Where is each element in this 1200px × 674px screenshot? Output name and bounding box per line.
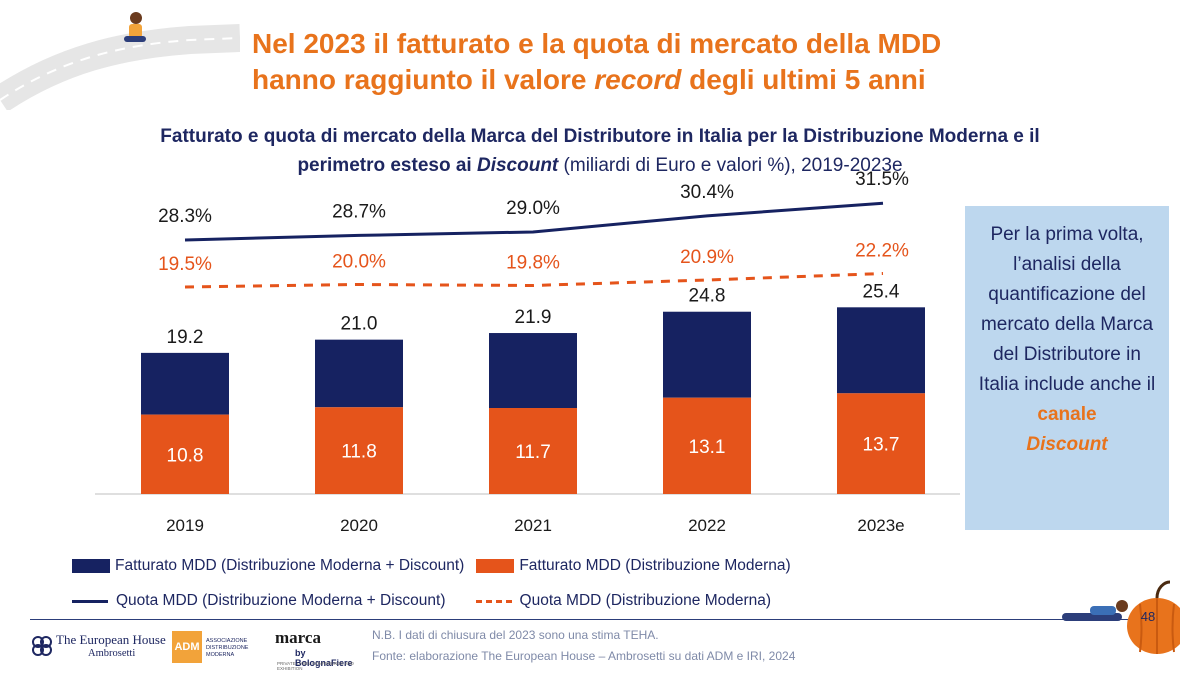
legend-row-1: Fatturato MDD (Distribuzione Moderna + D… (72, 557, 791, 575)
tick-label-2019: 2019 (166, 516, 204, 535)
line-quota-total (184, 201, 884, 242)
label-quota-dm-2021: 19.8% (506, 253, 560, 274)
label-dm-2023e: 13.7 (863, 435, 900, 456)
adm-text: ASSOCIAZIONE DISTRIBUZIONE MODERNA (206, 638, 249, 658)
logo-european-house: The European House Ambrosetti (30, 628, 170, 664)
subtitle-line1: Fatturato e quota di mercato della Marca… (160, 126, 1040, 147)
logo-adm: ADM ASSOCIAZIONE DISTRIBUZIONE MODERNA (172, 631, 268, 663)
footer-divider (30, 619, 1130, 620)
marca-by: by BolognaFiere (295, 648, 353, 668)
teh-line2: Ambrosetti (88, 648, 136, 659)
person-lying-pumpkin-icon (1062, 580, 1180, 654)
bar-total-2020 (315, 339, 403, 408)
logo-marca: marca by BolognaFiere PRIVATE LABEL CONF… (275, 628, 365, 671)
tick-label-2021: 2021 (514, 516, 552, 535)
marca-wordmark: marca (275, 628, 321, 647)
bar-dm-2023e (837, 393, 925, 494)
source-note: Fonte: elaborazione The European House –… (372, 649, 796, 663)
bar-total-2023e (837, 307, 925, 394)
adm-mark: ADM (172, 631, 202, 663)
legend-label-total-bar: Fatturato MDD (Distribuzione Moderna + D… (115, 557, 465, 574)
subtitle-line2-a: perimetro esteso ai (297, 155, 477, 176)
legend-label-total-line: Quota MDD (Distribuzione Moderna + Disco… (116, 592, 446, 609)
tick-label-2022: 2022 (688, 516, 726, 535)
label-quota-total-2020: 28.7% (332, 201, 386, 222)
title-line1: Nel 2023 il fatturato e la quota di merc… (252, 28, 942, 59)
label-quota-total-2019: 28.3% (158, 206, 212, 227)
label-total-2022: 24.8 (689, 286, 726, 307)
chart-canvas: 19.2 10.8 2019 21.0 11.8 2020 21.9 11.7 2021 24.8… (95, 169, 960, 535)
chart-subtitle: Fatturato e quota di mercato della Marca… (60, 122, 1140, 180)
bar-dm-2021 (489, 408, 577, 494)
page-title: Nel 2023 il fatturato e la quota di merc… (252, 26, 1072, 98)
callout-text: Per la prima volta, l’analisi della quan… (978, 224, 1156, 395)
label-quota-dm-2019: 19.5% (158, 254, 212, 275)
tick-label-2023e: 2023e (857, 516, 904, 535)
page-number: 48 (1140, 609, 1156, 624)
label-quota-total-2023e: 31.5% (855, 169, 909, 190)
bar-dm-2020 (315, 407, 403, 494)
label-quota-total-2022: 30.4% (680, 182, 734, 203)
label-dm-2020: 11.8 (341, 442, 377, 463)
label-dm-2021: 11.7 (515, 442, 551, 463)
callout-highlight: canale (1037, 404, 1097, 425)
label-total-2023e: 25.4 (863, 281, 900, 302)
teh-mark-icon (32, 636, 52, 656)
person-sitting-icon (124, 12, 146, 42)
label-quota-total-2021: 29.0% (506, 198, 560, 219)
label-quota-dm-2022: 20.9% (680, 247, 734, 268)
callout-box: Per la prima volta, l’analisi della quan… (965, 206, 1169, 530)
label-dm-2022: 13.1 (689, 437, 726, 458)
legend-label-dm-line: Quota MDD (Distribuzione Moderna) (519, 592, 772, 609)
legend-swatch-total-bar (72, 559, 110, 573)
label-quota-dm-2020: 20.0% (332, 252, 386, 273)
label-total-2020: 21.0 (341, 314, 378, 335)
label-total-2019: 19.2 (167, 327, 204, 348)
title-line2-a: hanno raggiunto il valore (252, 64, 595, 95)
bar-total-2021 (489, 333, 577, 409)
marca-tag: PRIVATE LABEL CONFERENCE AND EXHIBITION (277, 661, 354, 671)
footnote: N.B. I dati di chiusura del 2023 sono un… (372, 628, 659, 642)
callout-highlight-italic: Discount (1026, 434, 1108, 455)
legend-row-2: Quota MDD (Distribuzione Moderna + Disco… (72, 592, 771, 610)
label-quota-dm-2023e: 22.2% (855, 241, 909, 262)
title-line2-c: degli ultimi 5 anni (681, 64, 926, 95)
legend-swatch-total-line (72, 599, 108, 603)
bar-dm-2019 (141, 414, 229, 494)
teh-line1: The European House (56, 632, 166, 647)
road-decoration (0, 24, 240, 110)
bar-total-2019 (141, 352, 229, 415)
subtitle-line2-c: (miliardi di Euro e valori %), 2019-2023… (558, 155, 903, 176)
legend-label-dm-bar: Fatturato MDD (Distribuzione Moderna) (519, 557, 791, 574)
bar-dm-2022 (663, 397, 751, 494)
legend-swatch-dm-line (475, 599, 512, 603)
title-line2-b: record (594, 64, 682, 95)
label-total-2021: 21.9 (515, 307, 552, 328)
line-quota-dm (184, 272, 884, 289)
tick-label-2020: 2020 (340, 516, 378, 535)
bar-total-2022 (663, 311, 751, 398)
subtitle-line2-b: Discount (476, 155, 559, 176)
legend-swatch-dm-bar (476, 559, 515, 573)
label-dm-2019: 10.8 (167, 445, 204, 466)
